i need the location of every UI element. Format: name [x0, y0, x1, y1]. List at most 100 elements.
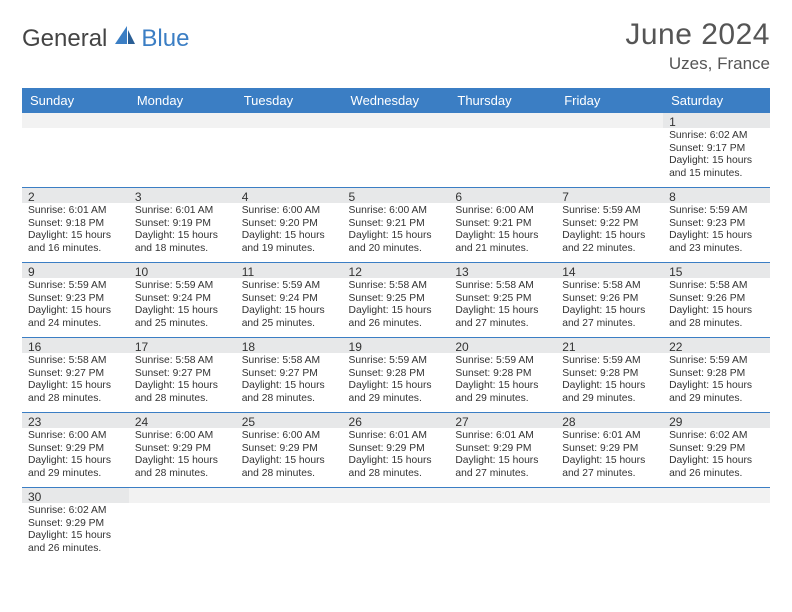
day-cell: 21Sunrise: 5:59 AMSunset: 9:28 PMDayligh…: [556, 338, 663, 413]
sunset-text: Sunset: 9:28 PM: [455, 368, 550, 381]
sunrise-text: Sunrise: 5:59 AM: [669, 355, 764, 368]
day-cell: 30Sunrise: 6:02 AMSunset: 9:29 PMDayligh…: [22, 488, 129, 563]
day-cell: [556, 488, 663, 563]
sunrise-text: Sunrise: 5:59 AM: [349, 355, 444, 368]
daylight-text: Daylight: 15 hours and 29 minutes.: [455, 380, 550, 405]
sunset-text: Sunset: 9:29 PM: [28, 443, 123, 456]
day-number: 6: [449, 188, 556, 203]
daylight-text: Daylight: 15 hours and 29 minutes.: [349, 380, 444, 405]
day-number: 9: [22, 263, 129, 278]
sunrise-text: Sunrise: 6:00 AM: [455, 205, 550, 218]
day-details: Sunrise: 5:59 AMSunset: 9:28 PMDaylight:…: [556, 353, 663, 409]
day-number: 15: [663, 263, 770, 278]
day-number: [129, 113, 236, 128]
day-details: Sunrise: 6:01 AMSunset: 9:19 PMDaylight:…: [129, 203, 236, 259]
day-number: 26: [343, 413, 450, 428]
logo-text-blue: Blue: [141, 25, 189, 53]
day-number: 19: [343, 338, 450, 353]
day-cell: 27Sunrise: 6:01 AMSunset: 9:29 PMDayligh…: [449, 413, 556, 488]
day-cell: 2Sunrise: 6:01 AMSunset: 9:18 PMDaylight…: [22, 188, 129, 263]
weekday-header: Saturday: [663, 88, 770, 113]
day-number: 20: [449, 338, 556, 353]
day-details: Sunrise: 6:02 AMSunset: 9:29 PMDaylight:…: [22, 503, 129, 559]
sunset-text: Sunset: 9:29 PM: [242, 443, 337, 456]
day-cell: 7Sunrise: 5:59 AMSunset: 9:22 PMDaylight…: [556, 188, 663, 263]
day-number: 2: [22, 188, 129, 203]
day-cell: [449, 488, 556, 563]
day-number: 16: [22, 338, 129, 353]
day-cell: [236, 113, 343, 188]
day-cell: 25Sunrise: 6:00 AMSunset: 9:29 PMDayligh…: [236, 413, 343, 488]
daylight-text: Daylight: 15 hours and 26 minutes.: [349, 305, 444, 330]
day-cell: 13Sunrise: 5:58 AMSunset: 9:25 PMDayligh…: [449, 263, 556, 338]
sunset-text: Sunset: 9:20 PM: [242, 218, 337, 231]
sunset-text: Sunset: 9:29 PM: [562, 443, 657, 456]
day-details: Sunrise: 5:58 AMSunset: 9:27 PMDaylight:…: [129, 353, 236, 409]
day-cell: 12Sunrise: 5:58 AMSunset: 9:25 PMDayligh…: [343, 263, 450, 338]
day-cell: 4Sunrise: 6:00 AMSunset: 9:20 PMDaylight…: [236, 188, 343, 263]
weekday-header: Monday: [129, 88, 236, 113]
day-cell: [343, 488, 450, 563]
day-cell: 29Sunrise: 6:02 AMSunset: 9:29 PMDayligh…: [663, 413, 770, 488]
day-number: [556, 113, 663, 128]
daylight-text: Daylight: 15 hours and 27 minutes.: [455, 455, 550, 480]
day-cell: 11Sunrise: 5:59 AMSunset: 9:24 PMDayligh…: [236, 263, 343, 338]
day-number: 8: [663, 188, 770, 203]
day-number: 18: [236, 338, 343, 353]
day-details: Sunrise: 5:58 AMSunset: 9:25 PMDaylight:…: [449, 278, 556, 334]
sunset-text: Sunset: 9:29 PM: [28, 518, 123, 531]
sunrise-text: Sunrise: 5:58 AM: [242, 355, 337, 368]
sunrise-text: Sunrise: 5:58 AM: [455, 280, 550, 293]
day-cell: 24 Sunrise: 6:00 AMSunset: 9:29 PMDayligh…: [129, 413, 236, 488]
sunset-text: Sunset: 9:25 PM: [455, 293, 550, 306]
sunset-text: Sunset: 9:28 PM: [669, 368, 764, 381]
day-cell: 15Sunrise: 5:58 AMSunset: 9:26 PMDayligh…: [663, 263, 770, 338]
sunset-text: Sunset: 9:19 PM: [135, 218, 230, 231]
sunrise-text: Sunrise: 6:00 AM: [242, 205, 337, 218]
day-number: 3: [129, 188, 236, 203]
day-number: [449, 113, 556, 128]
sunrise-text: Sunrise: 5:58 AM: [669, 280, 764, 293]
sunrise-text: Sunrise: 6:02 AM: [669, 430, 764, 443]
sunrise-text: Sunrise: 5:58 AM: [562, 280, 657, 293]
day-number: 5: [343, 188, 450, 203]
day-details: Sunrise: 5:58 AMSunset: 9:26 PMDaylight:…: [556, 278, 663, 334]
sunrise-text: Sunrise: 6:00 AM: [28, 430, 123, 443]
sunrise-text: Sunrise: 5:59 AM: [28, 280, 123, 293]
day-number: 24: [129, 413, 236, 428]
daylight-text: Daylight: 15 hours and 28 minutes.: [242, 455, 337, 480]
day-details: Sunrise: 6:00 AMSunset: 9:20 PMDaylight:…: [236, 203, 343, 259]
day-cell: 17Sunrise: 5:58 AMSunset: 9:27 PMDayligh…: [129, 338, 236, 413]
header: General Blue June 2024 Uzes, France: [22, 18, 770, 74]
day-cell: 14Sunrise: 5:58 AMSunset: 9:26 PMDayligh…: [556, 263, 663, 338]
day-cell: 16Sunrise: 5:58 AMSunset: 9:27 PMDayligh…: [22, 338, 129, 413]
day-details: Sunrise: 6:02 AMSunset: 9:29 PMDaylight:…: [663, 428, 770, 484]
day-cell: [556, 113, 663, 188]
sunset-text: Sunset: 9:29 PM: [135, 443, 230, 456]
sunrise-text: Sunrise: 6:01 AM: [349, 430, 444, 443]
sunrise-text: Sunrise: 6:01 AM: [455, 430, 550, 443]
week-row: 1Sunrise: 6:02 AMSunset: 9:17 PMDaylight…: [22, 113, 770, 188]
daylight-text: Daylight: 15 hours and 28 minutes.: [349, 455, 444, 480]
day-cell: [129, 113, 236, 188]
day-details: Sunrise: 6:01 AMSunset: 9:29 PMDaylight:…: [343, 428, 450, 484]
day-number: 4: [236, 188, 343, 203]
sunrise-text: Sunrise: 6:02 AM: [669, 130, 764, 143]
daylight-text: Daylight: 15 hours and 28 minutes.: [135, 455, 230, 480]
sunrise-text: Sunrise: 6:00 AM: [135, 430, 230, 443]
daylight-text: Daylight: 15 hours and 29 minutes.: [562, 380, 657, 405]
day-number: 11: [236, 263, 343, 278]
day-cell: 9Sunrise: 5:59 AMSunset: 9:23 PMDaylight…: [22, 263, 129, 338]
sunset-text: Sunset: 9:26 PM: [669, 293, 764, 306]
day-cell: 1Sunrise: 6:02 AMSunset: 9:17 PMDaylight…: [663, 113, 770, 188]
day-number: 10: [129, 263, 236, 278]
sunrise-text: Sunrise: 6:00 AM: [349, 205, 444, 218]
sunset-text: Sunset: 9:25 PM: [349, 293, 444, 306]
daylight-text: Daylight: 15 hours and 23 minutes.: [669, 230, 764, 255]
week-row: 9Sunrise: 5:59 AMSunset: 9:23 PMDaylight…: [22, 263, 770, 338]
daylight-text: Daylight: 15 hours and 26 minutes.: [28, 530, 123, 555]
day-cell: 23Sunrise: 6:00 AMSunset: 9:29 PMDayligh…: [22, 413, 129, 488]
day-details: Sunrise: 6:01 AMSunset: 9:29 PMDaylight:…: [449, 428, 556, 484]
sunset-text: Sunset: 9:21 PM: [349, 218, 444, 231]
day-cell: [663, 488, 770, 563]
